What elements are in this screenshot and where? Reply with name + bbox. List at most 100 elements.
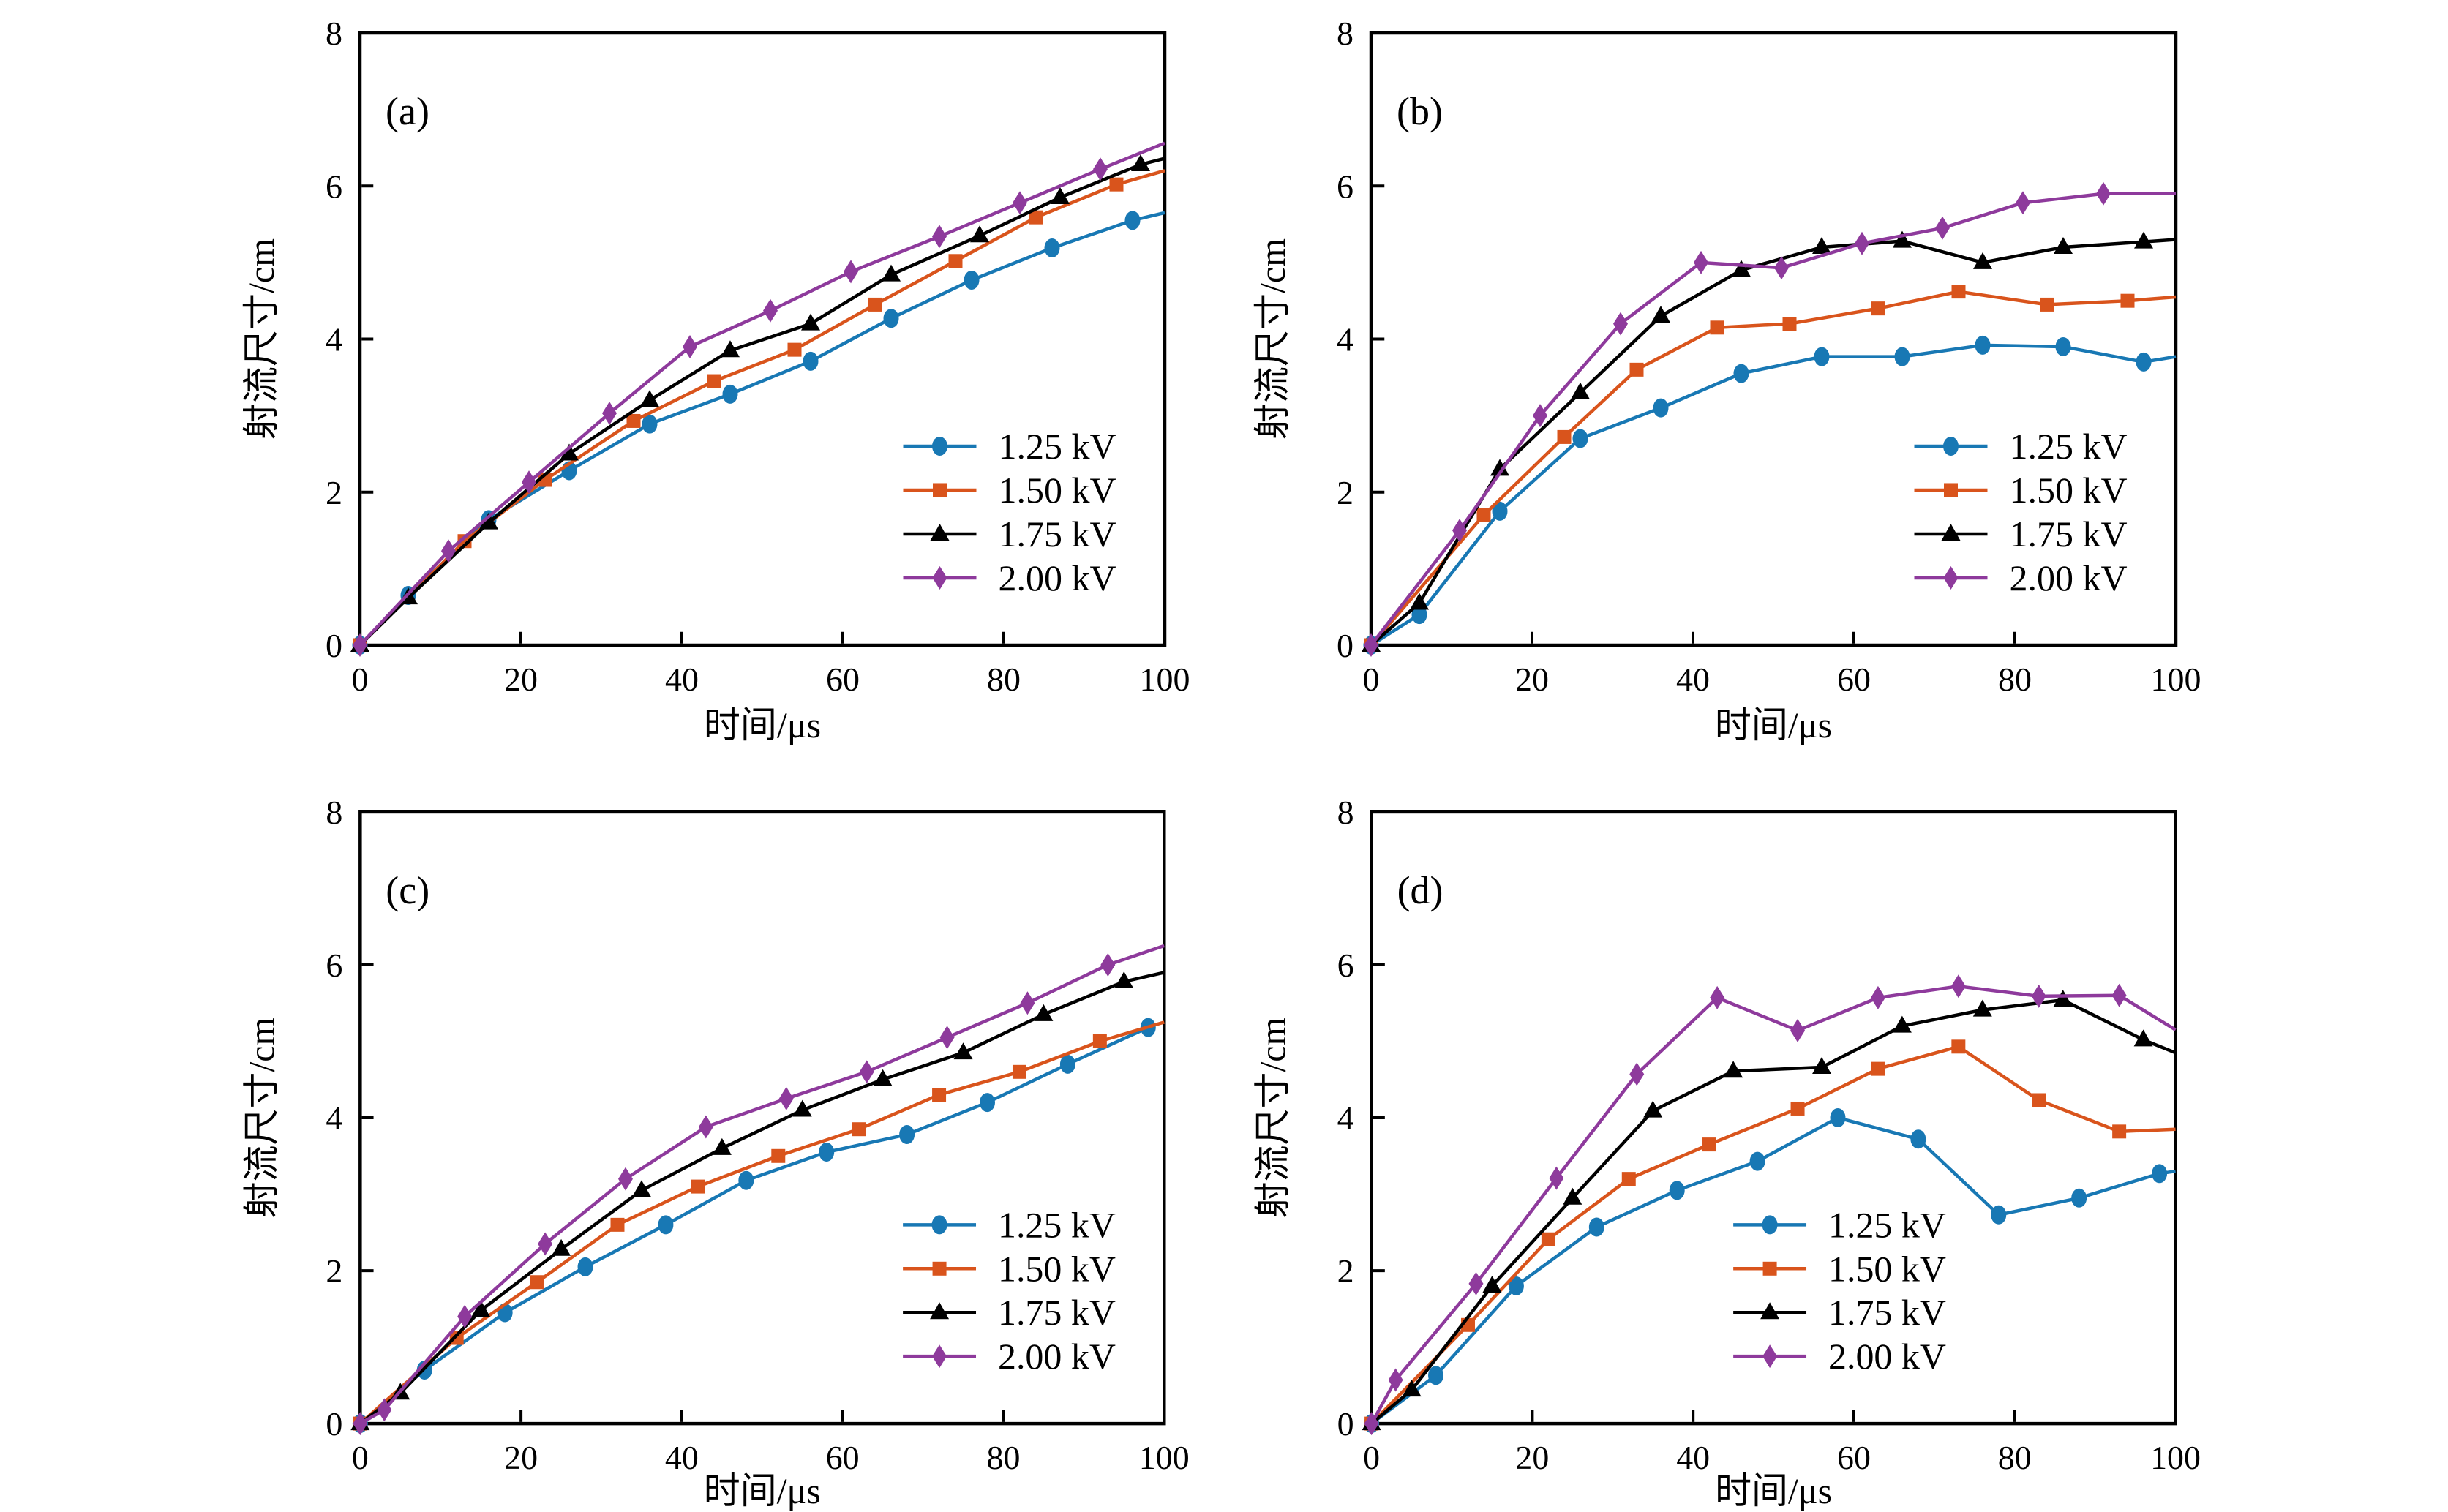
diamond-marker: [683, 334, 697, 358]
diamond-marker: [522, 470, 536, 494]
x-tick-label: 60: [1837, 661, 1871, 698]
diamond-marker: [1774, 256, 1789, 280]
series-line-1.75kV: [358, 971, 1165, 1425]
x-tick-label: 100: [2151, 661, 2201, 698]
square-marker: [787, 342, 802, 357]
triangle-marker: [882, 264, 901, 282]
x-axis-title: 时间/μs: [1715, 704, 1832, 745]
triangle-marker: [1812, 236, 1831, 254]
circle-marker: [1814, 347, 1830, 366]
triangle-marker: [1490, 459, 1509, 476]
square-marker: [2032, 1093, 2046, 1107]
series-line-2.00kV: [1370, 984, 2177, 1425]
legend-label: 2.00 kV: [2010, 557, 2128, 598]
circle-marker: [577, 1257, 593, 1276]
panel-letter: (b): [1397, 89, 1443, 133]
triangle-marker: [2053, 990, 2073, 1007]
legend-label: 1.50 kV: [1828, 1248, 1946, 1289]
legend-label: 1.25 kV: [999, 426, 1116, 467]
square-marker: [1476, 508, 1491, 522]
y-axis-title: 射流尺寸/cm: [241, 1018, 282, 1219]
triangle-marker: [2054, 236, 2073, 254]
diamond-marker: [1694, 250, 1708, 274]
circle-marker: [899, 1125, 915, 1145]
diamond-marker: [1710, 985, 1725, 1009]
square-marker: [1762, 1261, 1777, 1276]
square-marker: [610, 1217, 625, 1232]
square-marker: [1092, 1034, 1107, 1048]
diamond-marker: [617, 1167, 633, 1191]
circle-marker: [980, 1093, 995, 1113]
x-tick-label: 20: [504, 661, 538, 698]
diamond-marker: [538, 1232, 553, 1256]
y-tick-label: 8: [326, 15, 342, 52]
x-tick-label: 0: [1363, 1439, 1380, 1476]
square-marker: [1629, 362, 1644, 377]
triangle-marker: [1893, 230, 1912, 248]
triangle-marker: [1941, 523, 1961, 541]
diamond-marker: [1762, 1344, 1778, 1369]
triangle-marker: [1563, 1187, 1582, 1205]
square-marker: [932, 1088, 947, 1102]
x-tick-label: 60: [826, 661, 860, 698]
series-line-1.50kV: [1370, 1045, 2176, 1425]
circle-marker: [964, 270, 980, 290]
square-marker: [1944, 483, 1958, 497]
circle-marker: [1991, 1205, 2007, 1225]
square-marker: [868, 297, 882, 312]
square-marker: [691, 1179, 705, 1194]
y-tick-label: 8: [326, 794, 342, 831]
triangle-marker: [1724, 1061, 1743, 1078]
triangle-marker: [1643, 1100, 1663, 1118]
triangle-marker: [471, 1300, 491, 1317]
panel-letter: (c): [386, 868, 429, 912]
legend-label: 1.25 kV: [2010, 426, 2128, 467]
x-tick-label: 100: [1140, 661, 1190, 698]
square-marker: [1951, 285, 1966, 299]
square-marker: [1871, 1061, 1885, 1076]
diamond-marker: [602, 401, 617, 425]
diamond-marker: [859, 1060, 874, 1084]
circle-marker: [1894, 347, 1910, 366]
diamond-marker: [1790, 1018, 1806, 1042]
triangle-marker: [1131, 154, 1150, 171]
diamond-marker: [1950, 974, 1966, 998]
circle-marker: [1059, 1054, 1075, 1074]
circle-marker: [803, 351, 819, 371]
y-tick-label: 2: [326, 1252, 342, 1290]
triangle-marker: [479, 512, 498, 530]
triangle-marker: [970, 225, 989, 243]
x-tick-label: 60: [826, 1439, 860, 1476]
square-marker: [1541, 1232, 1555, 1246]
square-marker: [449, 1331, 464, 1345]
panel-letter: (a): [386, 89, 429, 133]
square-marker: [457, 534, 472, 549]
circle-marker: [2152, 1164, 2168, 1184]
diamond-marker: [1364, 633, 1378, 657]
x-tick-label: 0: [1363, 661, 1380, 698]
square-marker: [1702, 1137, 1716, 1152]
x-tick-label: 0: [352, 661, 369, 698]
circle-marker: [931, 1215, 947, 1235]
x-tick-label: 80: [1998, 1439, 2032, 1476]
circle-marker: [1428, 1366, 1444, 1385]
circle-marker: [1508, 1276, 1524, 1295]
diamond-marker: [932, 565, 947, 590]
triangle-marker: [1973, 252, 1992, 269]
triangle-marker: [1571, 382, 1590, 399]
plot-border: [358, 810, 1166, 1426]
square-marker: [852, 1122, 866, 1137]
x-tick-label: 60: [1837, 1439, 1871, 1476]
x-tick-label: 100: [2150, 1439, 2201, 1476]
square-marker: [1871, 301, 1885, 316]
diamond-marker: [932, 225, 947, 249]
triangle-marker: [1972, 999, 1992, 1017]
circle-marker: [1411, 605, 1427, 625]
y-tick-label: 8: [1337, 15, 1353, 52]
y-tick-label: 6: [1337, 947, 1354, 984]
y-tick-label: 4: [1337, 321, 1353, 358]
y-tick-label: 0: [326, 627, 342, 664]
triangle-marker: [1892, 1015, 1912, 1033]
square-marker: [1012, 1064, 1026, 1079]
x-tick-label: 20: [504, 1439, 538, 1476]
